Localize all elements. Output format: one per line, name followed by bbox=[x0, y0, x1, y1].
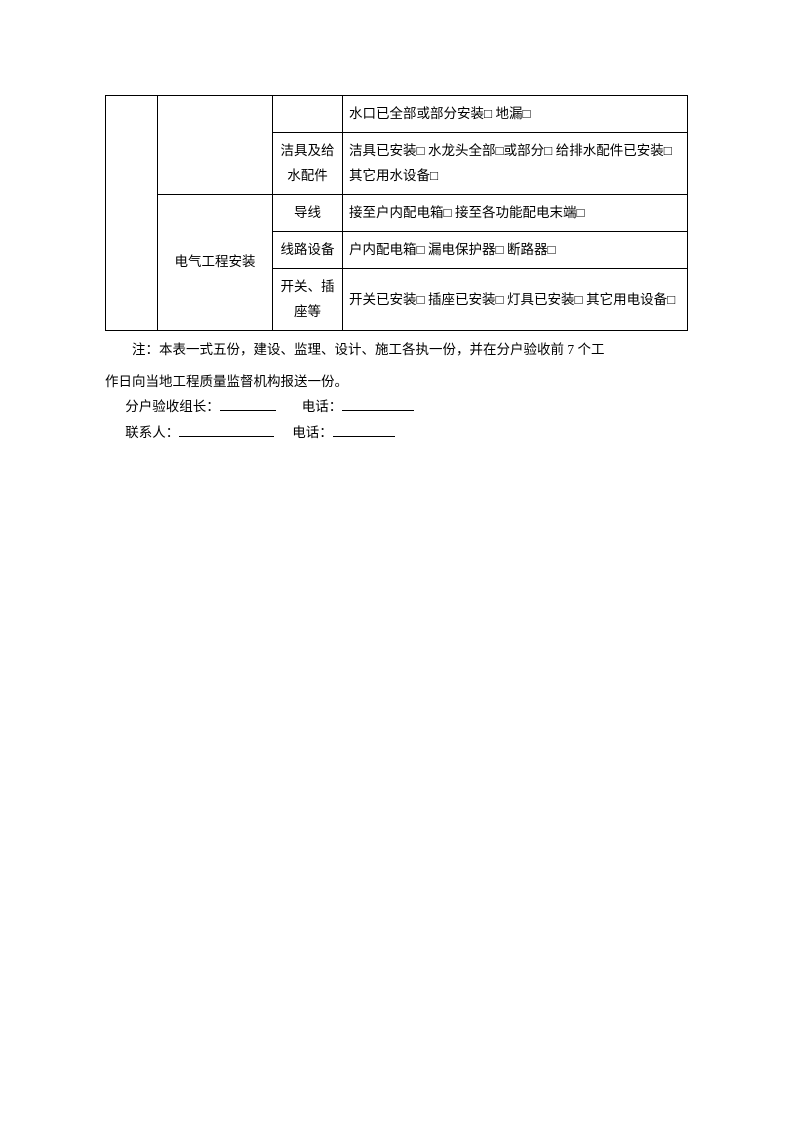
contact-line: 联系人： 电话： bbox=[125, 420, 688, 446]
contact-label: 联系人： bbox=[125, 425, 179, 440]
cell-row5-d: 开关已安装□ 插座已安装□ 灯具已安装□ 其它用电设备□ bbox=[343, 269, 688, 331]
cell-row4-d: 户内配电箱□ 漏电保护器□ 断路器□ bbox=[343, 232, 688, 269]
phone-label-1: 电话： bbox=[302, 399, 343, 414]
cell-row1-d: 水口已全部或部分安装□ 地漏□ bbox=[343, 96, 688, 133]
cell-row2-d: 洁具已安装□ 水龙头全部□或部分□ 给排水配件已安装□ 其它用水设备□ bbox=[343, 133, 688, 195]
notes-line2: 作日向当地工程质量监督机构报送一份。 bbox=[105, 369, 688, 395]
leader-label: 分户验收组长： bbox=[125, 399, 220, 414]
cell-col-b-plumbing bbox=[158, 96, 273, 195]
table-row: 水口已全部或部分安装□ 地漏□ bbox=[106, 96, 688, 133]
cell-circuit-label: 线路设备 bbox=[273, 232, 343, 269]
table-row: 电气工程安装 导线 接至户内配电箱□ 接至各功能配电末端□ bbox=[106, 194, 688, 231]
phone-blank-2 bbox=[333, 423, 395, 438]
cell-switch-label: 开关、插座等 bbox=[273, 269, 343, 331]
cell-fixtures-label: 洁具及给水配件 bbox=[273, 133, 343, 195]
cell-row3-d: 接至户内配电箱□ 接至各功能配电末端□ bbox=[343, 194, 688, 231]
contact-blank bbox=[179, 423, 274, 438]
notes-line1: 注：本表一式五份，建设、监理、设计、施工各执一份，并在分户验收前 7 个工 bbox=[105, 337, 688, 363]
cell-wire-label: 导线 bbox=[273, 194, 343, 231]
cell-col-a bbox=[106, 96, 158, 331]
phone-label-2: 电话： bbox=[292, 425, 333, 440]
cell-col-c-blank bbox=[273, 96, 343, 133]
leader-line: 分户验收组长： 电话： bbox=[125, 394, 688, 420]
cell-electrical-label: 电气工程安装 bbox=[158, 194, 273, 330]
leader-blank bbox=[220, 397, 276, 412]
phone-blank-1 bbox=[342, 397, 414, 412]
inspection-table: 水口已全部或部分安装□ 地漏□ 洁具及给水配件 洁具已安装□ 水龙头全部□或部分… bbox=[105, 95, 688, 331]
